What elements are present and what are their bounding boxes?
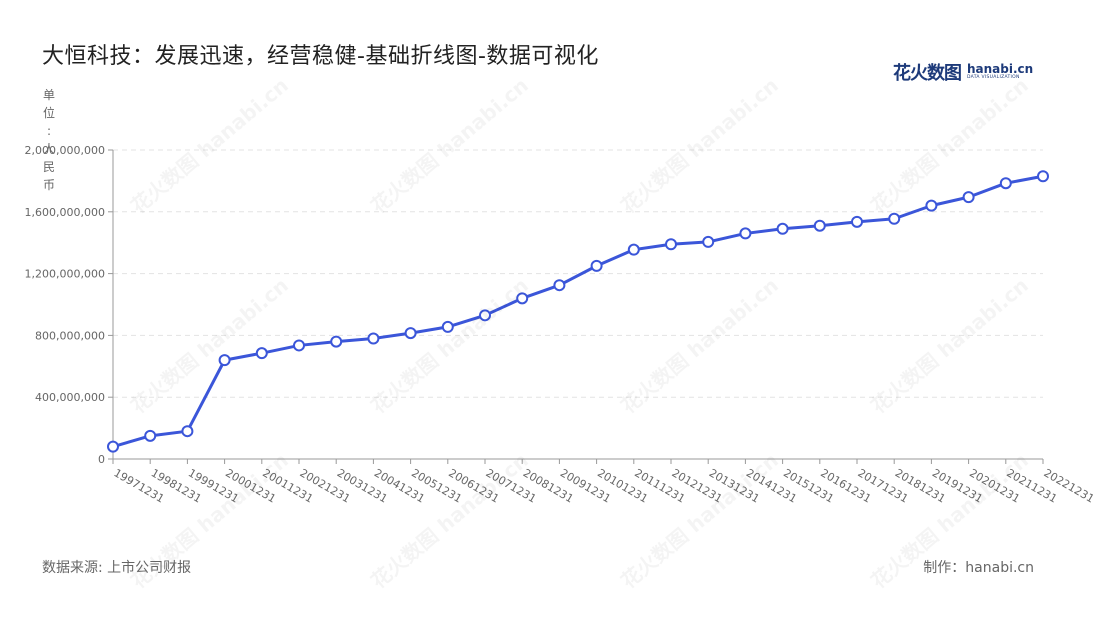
y-tick-label: 1,200,000,000 xyxy=(25,268,105,281)
y-tick-label: 400,000,000 xyxy=(35,391,105,404)
data-point xyxy=(330,335,343,348)
y-tick-label: 2,000,000,000 xyxy=(25,144,105,157)
data-point xyxy=(925,199,938,212)
data-point xyxy=(776,222,789,235)
data-point xyxy=(553,279,566,292)
data-point xyxy=(255,347,268,360)
data-point xyxy=(181,425,194,438)
series-line xyxy=(112,174,1044,449)
data-point xyxy=(293,339,305,352)
y-axis-unit-label: 单位:人民币 xyxy=(42,88,55,192)
data-point xyxy=(404,327,417,340)
credit-note: 制作：hanabi.cn xyxy=(923,560,1034,576)
y-tick-label: 1,600,000,000 xyxy=(25,206,105,219)
data-point xyxy=(590,259,603,272)
data-point xyxy=(665,238,677,251)
data-point xyxy=(516,292,529,305)
data-point xyxy=(479,309,491,322)
brand-logo-sub: DATA VISUALIZATION xyxy=(967,75,1020,81)
data-point xyxy=(851,215,863,228)
data-point xyxy=(888,212,901,225)
data-point xyxy=(627,243,640,256)
data-point xyxy=(218,354,231,367)
chart-title: 大恒科技：发展迅速，经营稳健-基础折线图-数据可视化 xyxy=(42,44,599,69)
data-point xyxy=(999,177,1012,190)
brand-logo-en: hanabi.cn xyxy=(967,62,1034,77)
y-tick-label: 800,000,000 xyxy=(35,329,105,342)
brand-logo: 花火数图 hanabi.cn DATA VISUALIZATION xyxy=(893,60,1033,84)
data-point xyxy=(739,227,752,240)
data-point xyxy=(441,320,454,333)
data-point xyxy=(144,429,157,442)
data-point xyxy=(367,332,380,345)
data-source-note: 数据来源: 上市公司财报 xyxy=(42,560,192,576)
data-point xyxy=(962,191,975,204)
data-point xyxy=(1037,170,1049,183)
data-point xyxy=(702,235,715,248)
y-tick-label: 0 xyxy=(98,453,105,466)
data-point xyxy=(107,440,119,453)
data-point xyxy=(813,219,826,232)
brand-logo-cn: 花火数图 xyxy=(893,63,962,84)
